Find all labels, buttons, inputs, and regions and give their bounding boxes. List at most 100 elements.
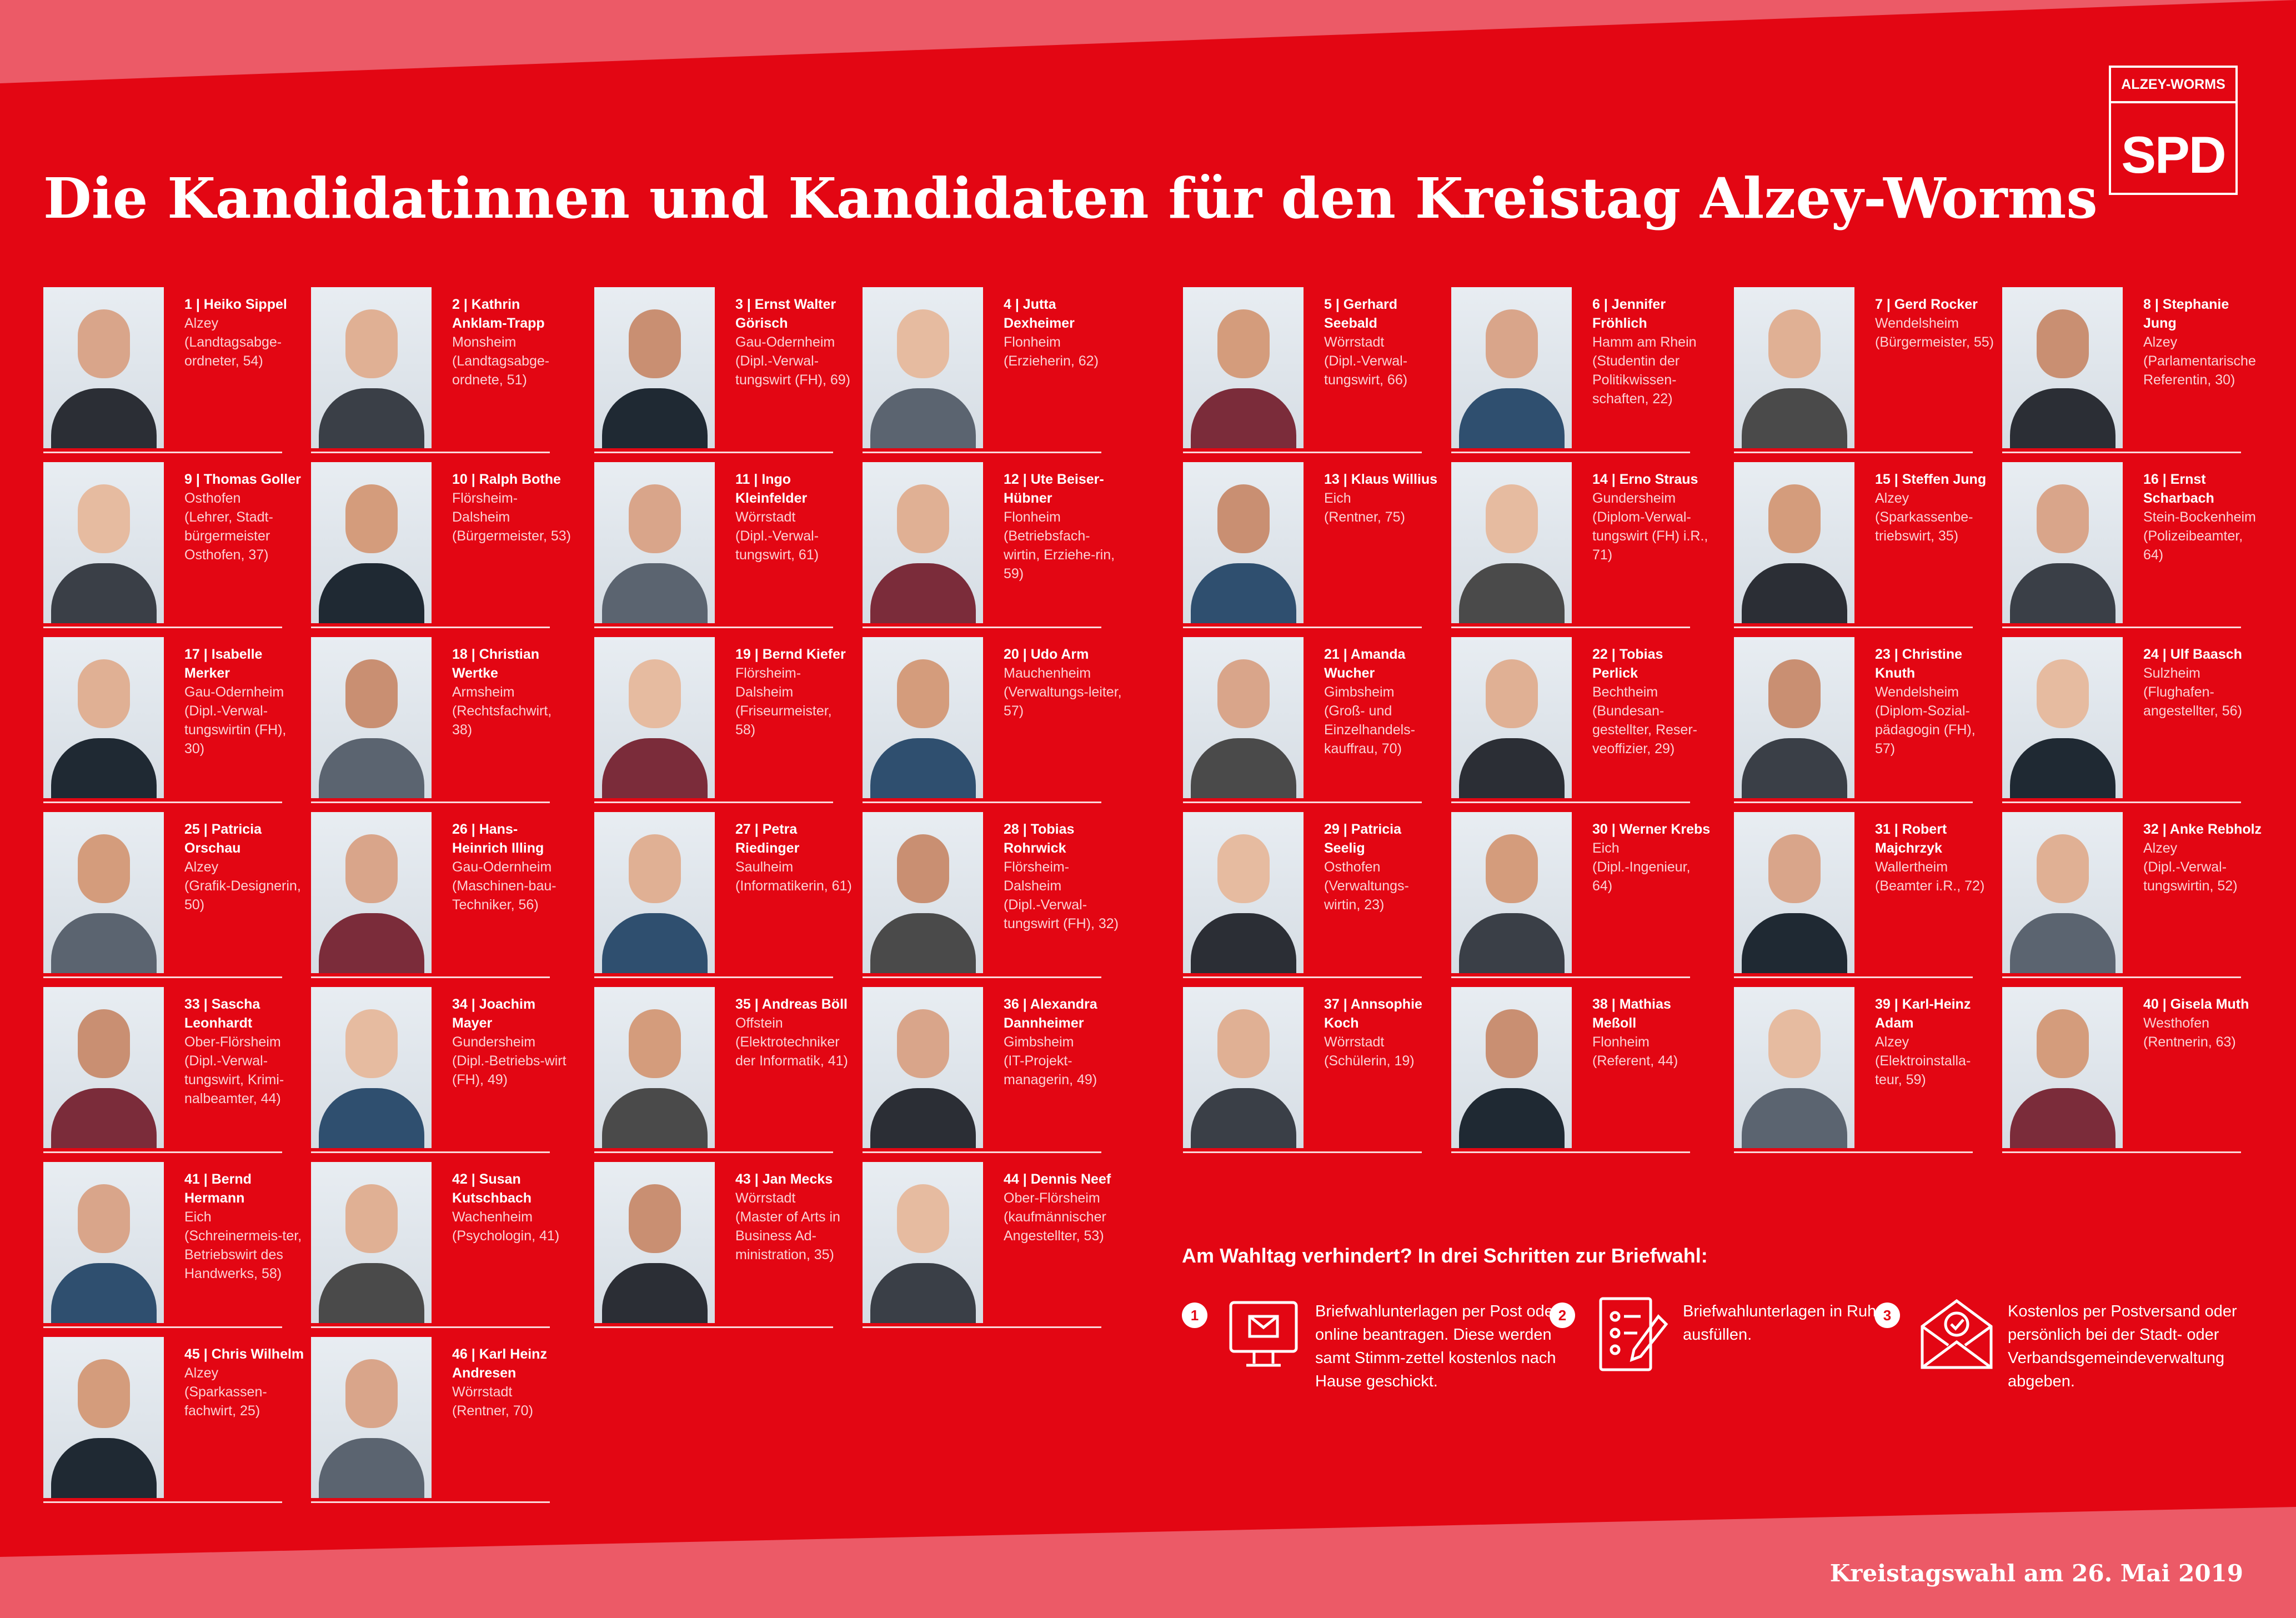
candidate-divider xyxy=(1183,1151,1422,1153)
candidate-place: Hamm am Rhein xyxy=(1592,334,1697,350)
candidate-card: 41 | Bernd Hermann Eich (Schreinermeis-ter… xyxy=(43,1162,304,1329)
candidate-place: Westhofen xyxy=(2143,1015,2210,1031)
candidate-name: 27 | Petra Riedinger xyxy=(735,821,800,856)
candidate-photo xyxy=(594,462,715,623)
candidate-card: 37 | Annsophie Koch Wörrstadt (Schülerin, … xyxy=(1183,987,1444,1154)
photo-torso xyxy=(1742,388,1847,448)
candidate-divider xyxy=(43,1326,282,1328)
candidate-divider xyxy=(1183,976,1422,978)
photo-head xyxy=(1768,834,1821,903)
candidate-divider xyxy=(311,627,550,628)
candidate-card: 30 | Werner Krebs Eich (Dipl.-Ingenieur, 6… xyxy=(1451,812,1712,979)
candidate-place: Gundersheim xyxy=(452,1034,536,1050)
candidate-info: 9 | Thomas Goller Osthofen (Lehrer, Stadt-… xyxy=(184,470,304,564)
candidate-photo xyxy=(1734,637,1854,798)
form-pen-icon xyxy=(1599,1297,1668,1371)
photo-head xyxy=(1486,659,1538,728)
photo-torso xyxy=(870,1263,976,1323)
candidate-photo xyxy=(2002,637,2123,798)
candidate-info: 46 | Karl Heinz Andresen Wörrstadt (Rentne… xyxy=(452,1345,572,1420)
photo-head xyxy=(629,484,681,553)
candidate-info: 11 | Ingo Kleinfelder Wörrstadt (Dipl.-Ver… xyxy=(735,470,855,564)
candidate-place: Wörrstadt xyxy=(452,1384,513,1400)
candidate-divider xyxy=(1451,1151,1690,1153)
candidate-name: 41 | Bernd Hermann xyxy=(184,1171,252,1206)
candidate-divider xyxy=(1734,452,1973,453)
photo-torso xyxy=(2010,563,2115,623)
candidate-card: 17 | Isabelle Merker Gau-Odernheim (Dipl.-… xyxy=(43,637,304,804)
candidate-place: Alzey xyxy=(2143,840,2178,856)
candidate-place: Alzey xyxy=(184,315,219,331)
candidate-photo xyxy=(2002,812,2123,973)
photo-head xyxy=(78,1184,130,1253)
candidate-name: 24 | Ulf Baasch xyxy=(2143,647,2242,662)
candidate-place: Saulheim xyxy=(735,859,794,875)
candidate-place: Sulzheim xyxy=(2143,665,2200,681)
candidate-card: 19 | Bernd Kiefer Flörsheim-Dalsheim (Fris… xyxy=(594,637,855,804)
photo-torso xyxy=(1459,913,1565,973)
photo-torso xyxy=(1191,563,1296,623)
candidate-place: Mauchenheim xyxy=(1004,665,1091,681)
candidate-divider xyxy=(43,802,282,803)
candidate-place: Flonheim xyxy=(1592,1034,1650,1050)
candidate-divider xyxy=(1183,802,1422,803)
candidate-name: 28 | Tobias Rohrwick xyxy=(1004,821,1075,856)
candidate-divider xyxy=(594,1151,833,1153)
candidate-detail: (kaufmännischer Angestellter, 53) xyxy=(1004,1209,1106,1244)
photo-head xyxy=(345,834,398,903)
candidate-photo xyxy=(594,1162,715,1323)
candidate-divider xyxy=(1183,627,1422,628)
photo-head xyxy=(1217,834,1270,903)
candidate-info: 41 | Bernd Hermann Eich (Schreinermeis-ter… xyxy=(184,1170,304,1283)
photo-torso xyxy=(319,388,424,448)
candidate-divider xyxy=(1734,976,1973,978)
candidate-photo xyxy=(1734,287,1854,448)
candidate-divider xyxy=(311,1501,550,1503)
candidate-place: Gimbsheim xyxy=(1324,684,1395,700)
candidate-place: Wörrstadt xyxy=(735,1190,796,1206)
candidate-photo xyxy=(311,987,432,1148)
candidate-photo xyxy=(311,1337,432,1498)
candidate-photo xyxy=(2002,287,2123,448)
candidate-place: Armsheim xyxy=(452,684,515,700)
candidate-card: 38 | Mathias Meßoll Flonheim (Referent, 44… xyxy=(1451,987,1712,1154)
candidate-info: 34 | Joachim Mayer Gundersheim (Dipl.-Betr… xyxy=(452,995,572,1089)
candidate-name: 7 | Gerd Rocker xyxy=(1875,297,1978,312)
candidate-photo xyxy=(43,812,164,973)
candidate-card: 25 | Patricia Orschau Alzey (Grafik-Design… xyxy=(43,812,304,979)
candidate-detail: (Erzieherin, 62) xyxy=(1004,353,1099,369)
photo-head xyxy=(1768,1009,1821,1078)
candidate-info: 28 | Tobias Rohrwick Flörsheim-Dalsheim (D… xyxy=(1004,820,1124,933)
photo-head xyxy=(1217,1009,1270,1078)
photo-head xyxy=(78,659,130,728)
candidate-name: 9 | Thomas Goller xyxy=(184,472,301,487)
candidate-detail: (Dipl.-Verwal-tungswirtin, 52) xyxy=(2143,859,2238,894)
candidate-detail: (Bürgermeister, 53) xyxy=(452,528,571,544)
candidate-photo xyxy=(594,637,715,798)
candidate-info: 38 | Mathias Meßoll Flonheim (Referent, 44… xyxy=(1592,995,1712,1070)
candidate-detail: (Dipl.-Verwal-tungswirt (FH), 32) xyxy=(1004,897,1119,931)
candidate-place: Alzey xyxy=(184,859,219,875)
candidate-place: Wallertheim xyxy=(1875,859,1948,875)
candidate-divider xyxy=(2002,976,2241,978)
candidate-detail: (Schreinermeis-ter, Betriebswirt des Han… xyxy=(184,1228,302,1281)
candidate-card: 14 | Erno Straus Gundersheim (Diplom-Verwa… xyxy=(1451,462,1712,629)
candidate-card: 34 | Joachim Mayer Gundersheim (Dipl.-Betr… xyxy=(311,987,572,1154)
candidate-photo xyxy=(1734,462,1854,623)
photo-torso xyxy=(2010,738,2115,798)
candidate-divider xyxy=(594,976,833,978)
step-text: Briefwahlunterlagen per Post oder online… xyxy=(1315,1303,1559,1390)
candidate-info: 31 | Robert Majchrzyk Wallertheim (Beamter… xyxy=(1875,820,1995,895)
photo-torso xyxy=(1191,388,1296,448)
candidate-card: 43 | Jan Mecks Wörrstadt (Master of Arts i… xyxy=(594,1162,855,1329)
candidate-detail: (Friseurmeister, 58) xyxy=(735,703,832,738)
candidate-card: 1 | Heiko Sippel Alzey (Landtagsabge-ordne… xyxy=(43,287,304,454)
candidate-name: 30 | Werner Krebs xyxy=(1592,821,1711,837)
candidate-name: 22 | Tobias Perlick xyxy=(1592,647,1663,681)
photo-torso xyxy=(1459,563,1565,623)
candidate-photo xyxy=(863,1162,983,1323)
candidate-card: 16 | Ernst Scharbach Stein-Bockenheim (Pol… xyxy=(2002,462,2263,629)
candidate-card: 39 | Karl-Heinz Adam Alzey (Elektroinstall… xyxy=(1734,987,1995,1154)
candidate-photo xyxy=(1451,287,1572,448)
photo-head xyxy=(629,1184,681,1253)
